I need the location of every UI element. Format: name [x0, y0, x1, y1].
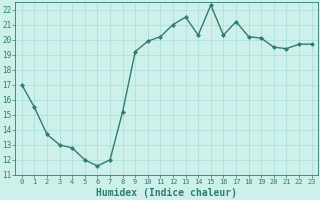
X-axis label: Humidex (Indice chaleur): Humidex (Indice chaleur) — [96, 188, 237, 198]
